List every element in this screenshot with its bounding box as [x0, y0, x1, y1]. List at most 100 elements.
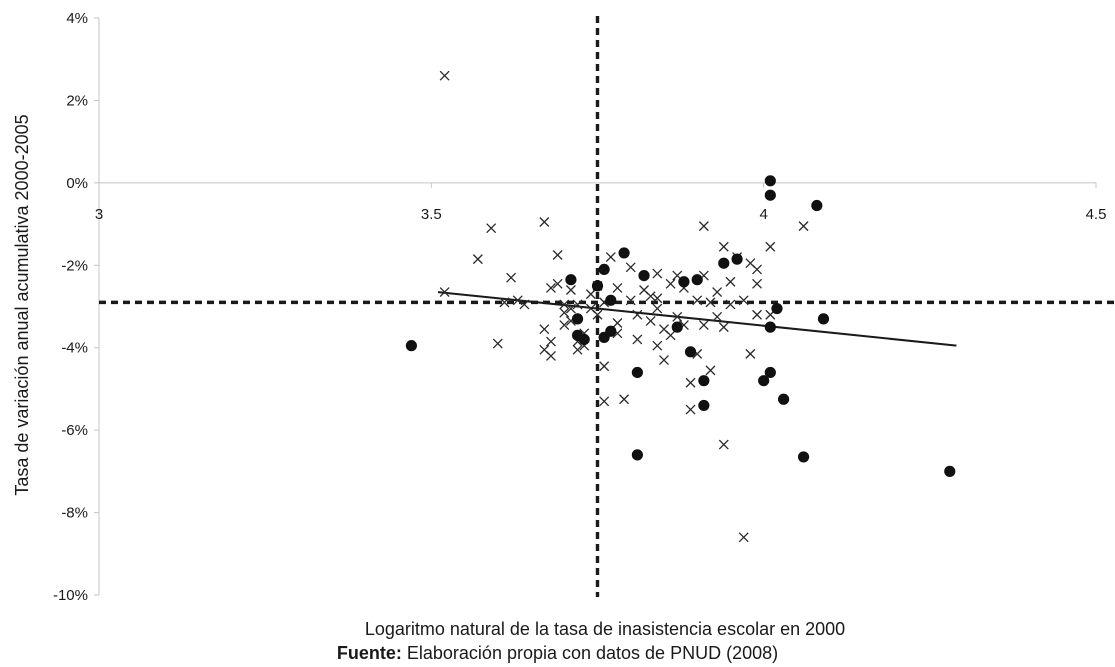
y-axis-title: Tasa de variación anual acumulativa 2000…: [12, 114, 32, 495]
data-point-dot: [631, 449, 643, 461]
data-point-dot: [698, 375, 710, 387]
data-point-x: [652, 293, 663, 304]
data-point-x: [738, 295, 749, 306]
data-point-x: [625, 295, 636, 306]
data-point-x: [652, 303, 663, 314]
data-point-x: [752, 264, 762, 275]
data-point-x: [486, 223, 497, 234]
data-point-dot: [758, 375, 770, 387]
data-point-x: [712, 287, 723, 298]
data-point-x: [506, 272, 517, 283]
y-tick-label: -4%: [61, 340, 88, 357]
data-point-dot: [691, 274, 703, 286]
data-point-x: [798, 221, 809, 232]
data-point-dot: [718, 257, 730, 269]
data-point-x: [665, 330, 676, 341]
data-point-x: [546, 282, 556, 293]
data-point-x: [718, 241, 729, 252]
data-point-x: [725, 299, 736, 310]
x-tick-label: 4.5: [1086, 206, 1107, 223]
data-point-x: [632, 309, 643, 320]
data-point-x: [685, 377, 696, 388]
data-point-dot: [764, 189, 776, 201]
data-point-dot: [698, 399, 710, 412]
data-point-x: [605, 252, 616, 263]
data-point-x: [718, 322, 729, 333]
data-point-x: [612, 282, 623, 293]
data-point-x: [439, 287, 450, 298]
data-point-dot: [764, 321, 776, 333]
data-point-x: [619, 394, 630, 405]
data-point-dot: [605, 294, 617, 306]
data-point-x: [745, 348, 756, 359]
data-point-dot: [817, 313, 830, 325]
y-tick-label: 0%: [66, 175, 88, 192]
data-point-x: [625, 262, 636, 273]
data-point-x: [692, 295, 703, 306]
x-tick-label: 4: [759, 206, 767, 223]
data-point-x: [738, 532, 749, 543]
data-point-x: [698, 221, 709, 232]
data-point-x: [552, 278, 563, 289]
data-point-x: [698, 320, 709, 331]
x-axis-title: Logaritmo natural de la tasa de inasiste…: [365, 619, 845, 639]
data-point-x: [552, 250, 563, 260]
y-tick-label: 4%: [66, 10, 88, 27]
source-label: Fuente:: [336, 643, 402, 663]
data-point-x: [592, 309, 603, 320]
reference-lines: [99, 16, 1114, 597]
data-point-x: [539, 217, 550, 227]
data-point-dot: [618, 247, 630, 259]
data-point-dot: [797, 451, 810, 463]
y-tick-label: -6%: [61, 422, 88, 439]
source-text: Elaboración propia con datos de PNUD (20…: [401, 643, 779, 663]
data-point-dot: [578, 333, 590, 346]
axis-layer: [94, 17, 1097, 596]
source-note: Fuente: Elaboración propia con datos de …: [0, 643, 1115, 664]
data-point-x: [559, 307, 570, 318]
data-point-x: [665, 278, 676, 289]
data-point-x: [519, 299, 530, 310]
data-point-x: [725, 276, 736, 287]
x-tick-label: 3: [95, 206, 103, 223]
y-tick-label: -8%: [61, 505, 88, 522]
data-point-x: [705, 365, 716, 376]
data-point-x: [672, 311, 683, 322]
y-tick-label: -2%: [61, 257, 88, 274]
data-point-x: [546, 336, 556, 347]
data-point-x: [539, 324, 550, 335]
data-point-x: [439, 70, 450, 81]
data-point-x: [492, 338, 503, 349]
data-point-x: [559, 320, 570, 331]
y-tick-label: 2%: [66, 92, 88, 109]
data-point-dot: [605, 325, 617, 337]
trendline-layer: [437, 291, 957, 347]
x-tick-label: 3.5: [421, 206, 442, 223]
data-point-x: [632, 334, 643, 345]
data-point-x: [599, 361, 610, 372]
data-point-x: [765, 241, 776, 252]
data-point-x: [652, 340, 663, 351]
data-point-dot: [591, 280, 604, 292]
data-point-dot: [764, 366, 776, 379]
data-point-x: [659, 355, 669, 366]
data-point-x: [599, 396, 610, 407]
data-point-dot: [571, 313, 584, 325]
data-point-x: [585, 289, 596, 300]
y-tick-label: -10%: [53, 587, 88, 604]
data-point-dot: [638, 269, 650, 282]
data-point-dot: [764, 175, 776, 187]
data-point-x: [685, 404, 696, 415]
data-point-x: [612, 318, 623, 328]
data-point-x: [559, 299, 570, 310]
data-point-dot: [565, 274, 577, 286]
data-point-x: [499, 297, 510, 308]
data-point-dot: [771, 302, 783, 315]
data-point-x: [546, 350, 556, 361]
data-point-dot: [631, 366, 643, 379]
data-point-x: [718, 439, 729, 450]
data-point-x: [512, 295, 523, 306]
data-point-x: [652, 268, 663, 279]
data-point-dot: [598, 263, 610, 276]
